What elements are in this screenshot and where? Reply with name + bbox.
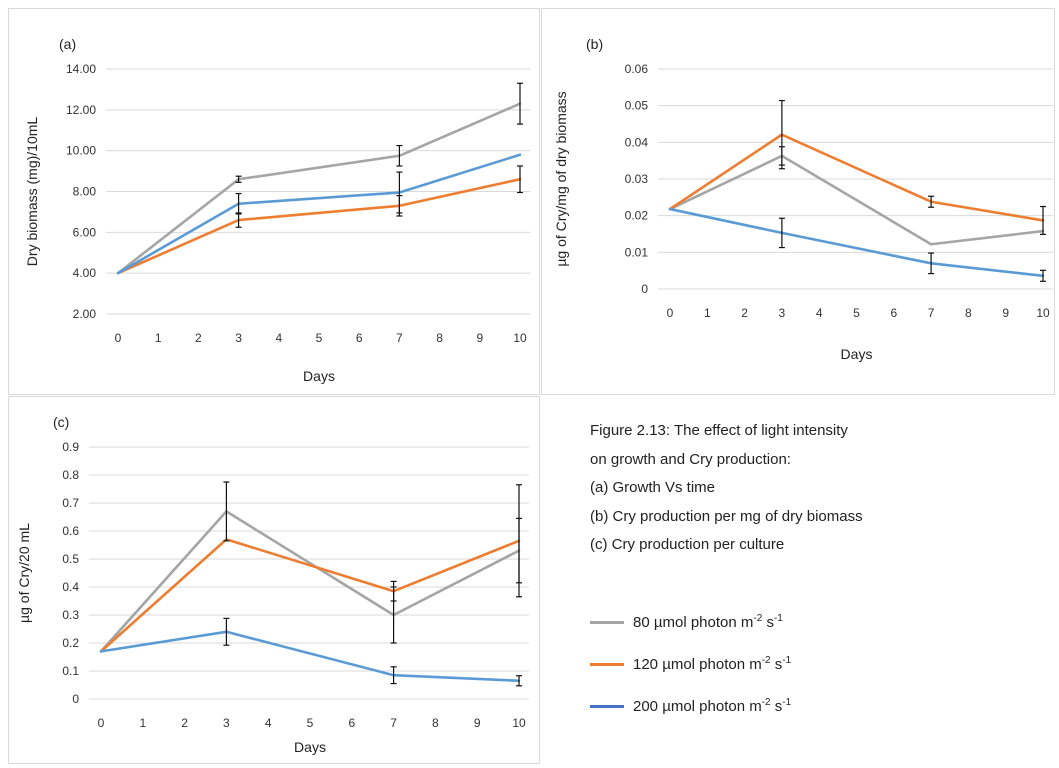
chart-panel-a: 2.00 4.00 6.00 8.00 10.00 12.00 14.00 0 1 2 3 4 5 6 7 8… [8, 8, 540, 395]
x-tick-label: 2 [741, 306, 748, 320]
x-tick-label: 3 [223, 716, 230, 730]
x-tick-label: 0 [115, 331, 122, 345]
legend-label: 80 µmol photon m-2 s-1 [633, 613, 783, 631]
y-tick-label: 12.00 [66, 103, 96, 117]
x-tick-label: 1 [155, 331, 162, 345]
y-tick-label: 6.00 [73, 225, 97, 239]
legend-label: 120 µmol photon m-2 s-1 [633, 655, 792, 673]
y-tick-label: 4.00 [73, 266, 97, 280]
x-tick-label: 5 [307, 716, 314, 730]
series-line [116, 153, 522, 275]
x-tick-label: 2 [195, 331, 202, 345]
chart-b-svg: 0 0.01 0.02 0.03 0.04 0.05 0.06 0 1 2 3 4 5 6 7 8 9 10 Day… [553, 36, 1053, 362]
y-tick-label: 0.4 [62, 580, 79, 594]
x-axis-title: Days [303, 368, 335, 384]
caption-line: on growth and Cry production: [590, 450, 791, 468]
y-tick-label: 0.7 [62, 496, 79, 510]
series-line [116, 102, 522, 275]
x-axis-title: Days [294, 739, 326, 755]
legend-swatch [590, 620, 624, 624]
x-tick-label: 7 [396, 331, 403, 345]
x-tick-label: 8 [432, 716, 439, 730]
x-tick-label: 1 [704, 306, 711, 320]
x-tick-label: 9 [474, 716, 481, 730]
x-tick-label: 4 [275, 331, 282, 345]
caption-line: (a) Growth Vs time [590, 479, 716, 496]
x-tick-label: 10 [513, 331, 527, 345]
chart-c-svg: 0 0.1 0.2 0.3 0.4 0.5 0.6 0.7 0.8 0.9 0 1 2 3 4 5 6 7 8 9 10… [16, 414, 529, 755]
x-tick-label: 6 [890, 306, 897, 320]
y-tick-label: 10.00 [66, 144, 96, 158]
x-tick-label: 4 [816, 306, 823, 320]
y-tick-label: 14.00 [66, 62, 96, 76]
x-tick-label: 10 [512, 716, 526, 730]
series-line [99, 630, 521, 683]
legend-item-120: 120 µmol photon m-2 s-1 [590, 652, 791, 676]
x-tick-label: 7 [390, 716, 397, 730]
y-tick-label: 0 [72, 692, 79, 706]
y-tick-label: 0.1 [62, 664, 79, 678]
series-line [668, 154, 1045, 246]
panel-label: (b) [586, 36, 603, 52]
y-tick-label: 0.04 [625, 135, 649, 149]
y-axis-title: µg of Cry/mg of dry biomass [553, 91, 569, 266]
y-axis-title: Dry biomass (mg)/10mL [24, 117, 40, 267]
y-tick-label: 0.3 [62, 608, 79, 622]
y-tick-label: 0.8 [62, 468, 79, 482]
series-line [99, 538, 521, 653]
x-tick-label: 4 [265, 716, 272, 730]
y-tick-label: 0.05 [625, 99, 649, 113]
y-tick-label: 0.9 [62, 440, 79, 454]
y-tick-label: 0.6 [62, 524, 79, 538]
y-tick-label: 0.03 [625, 172, 649, 186]
y-tick-label: 8.00 [73, 185, 97, 199]
x-tick-label: 7 [928, 306, 935, 320]
x-tick-label: 0 [98, 716, 105, 730]
x-tick-label: 3 [779, 306, 786, 320]
series-line [668, 207, 1045, 278]
chart-a-svg: 2.00 4.00 6.00 8.00 10.00 12.00 14.00 0 1 2 3 4 5 6 7 8… [24, 36, 530, 384]
figure-caption: Figure 2.13: The effect of light intensi… [590, 417, 1050, 560]
y-tick-label: 0.02 [625, 209, 649, 223]
x-tick-label: 8 [965, 306, 972, 320]
x-tick-label: 6 [356, 331, 363, 345]
x-tick-label: 10 [1036, 306, 1050, 320]
x-tick-label: 2 [181, 716, 188, 730]
x-tick-label: 9 [476, 331, 483, 345]
chart-panel-c: 0 0.1 0.2 0.3 0.4 0.5 0.6 0.7 0.8 0.9 0 1 2 3 4 5 6 7 8 9 10… [8, 396, 540, 764]
x-tick-label: 8 [436, 331, 443, 345]
y-tick-label: 0.2 [62, 636, 79, 650]
panel-label: (c) [53, 414, 69, 430]
caption-line: Figure 2.13: The effect of light intensi… [590, 422, 848, 439]
legend-item-80: 80 µmol photon m-2 s-1 [590, 610, 783, 634]
y-axis-title: µg of Cry/20 mL [16, 523, 32, 623]
legend-swatch [590, 704, 624, 708]
y-tick-label: 0.06 [625, 62, 649, 76]
caption-line: (b) Cry production per mg of dry biomass [590, 507, 863, 525]
panel-label: (a) [59, 36, 76, 52]
x-tick-label: 5 [316, 331, 323, 345]
y-tick-label: 2.00 [73, 307, 97, 321]
y-tick-label: 0 [641, 282, 648, 296]
y-tick-label: 0.01 [625, 245, 649, 259]
x-tick-label: 5 [853, 306, 860, 320]
caption-line: (c) Cry production per culture [590, 536, 785, 553]
y-tick-label: 0.5 [62, 552, 79, 566]
legend-label: 200 µmol photon m-2 s-1 [633, 697, 792, 715]
x-tick-label: 9 [1002, 306, 1009, 320]
series-line [99, 510, 521, 653]
chart-panel-b: 0 0.01 0.02 0.03 0.04 0.05 0.06 0 1 2 3 4 5 6 7 8 9 10 Day… [541, 8, 1055, 395]
x-tick-label: 6 [348, 716, 355, 730]
legend-item-200: 200 µmol photon m-2 s-1 [590, 694, 791, 718]
x-axis-title: Days [841, 346, 873, 362]
x-tick-label: 1 [139, 716, 146, 730]
legend-swatch [590, 662, 624, 666]
x-tick-label: 0 [667, 306, 674, 320]
x-tick-label: 3 [235, 331, 242, 345]
series-line [116, 177, 522, 275]
series-line [668, 133, 1045, 222]
